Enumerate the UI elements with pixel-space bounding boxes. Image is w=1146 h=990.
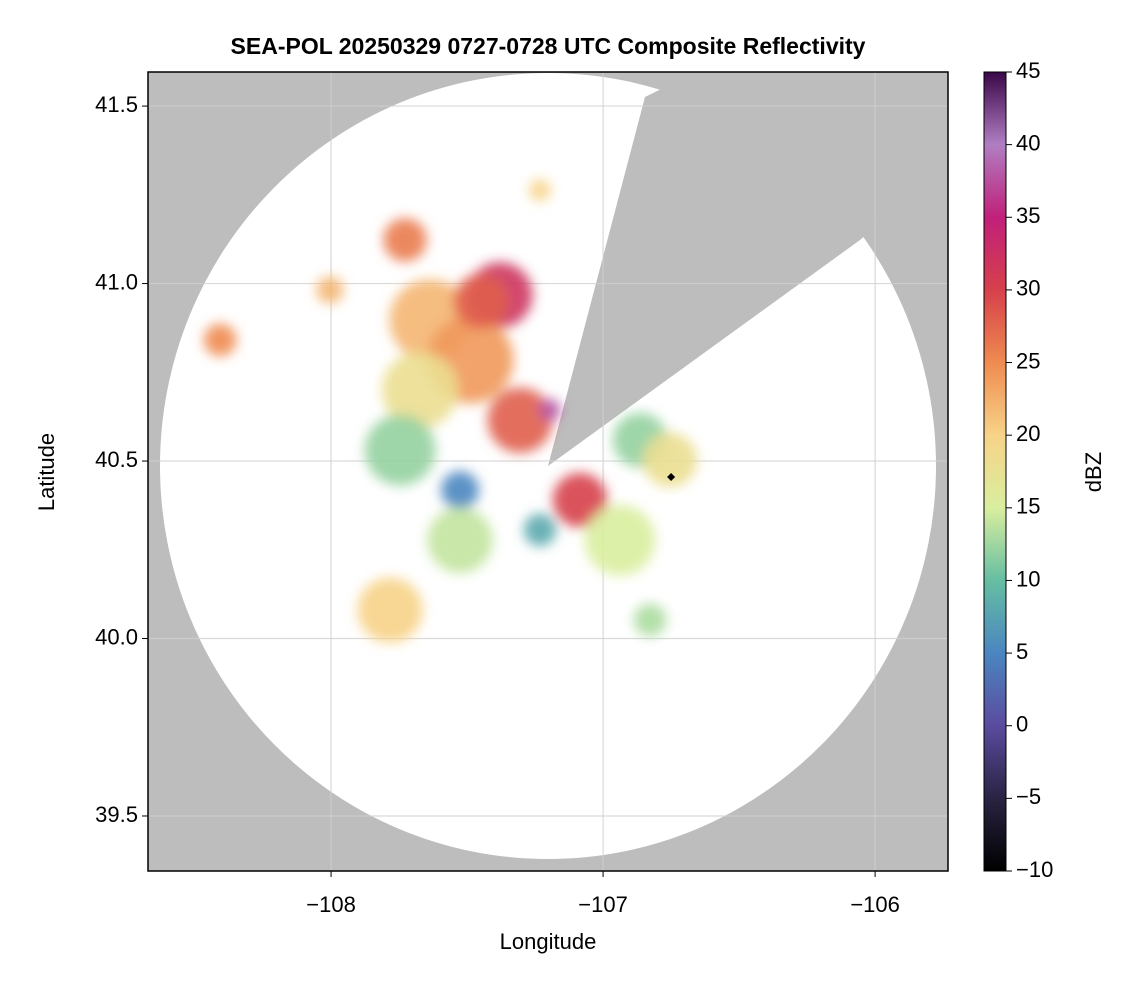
foreground: −108 −107 −106 39.5 40.0 40.5 41.0 41.5 −10 −5 0 5 1… bbox=[95, 58, 1053, 917]
reflectivity-cell bbox=[364, 414, 436, 486]
x-tick-label: −106 bbox=[850, 892, 900, 917]
reflectivity-cell bbox=[539, 399, 561, 421]
y-tick-label: 41.0 bbox=[95, 269, 138, 294]
plot-frame bbox=[147, 71, 949, 872]
colorbar-tick-label: 25 bbox=[1016, 348, 1040, 373]
reflectivity-cell bbox=[357, 577, 423, 643]
x-tick-label: −107 bbox=[578, 892, 628, 917]
reflectivity-cell bbox=[427, 507, 493, 573]
colorbar-tick-label: 20 bbox=[1016, 421, 1040, 446]
x-axis-label: Longitude bbox=[500, 929, 597, 954]
colorbar-tick-label: 10 bbox=[1016, 566, 1040, 591]
colorbar-tick-label: 40 bbox=[1016, 130, 1040, 155]
colorbar-tick-label: 15 bbox=[1016, 494, 1040, 519]
coverage bbox=[160, 72, 948, 859]
y-tick-label: 40.0 bbox=[95, 624, 138, 649]
reflectivity bbox=[203, 179, 698, 643]
colorbar-tick-label: 30 bbox=[1016, 276, 1040, 301]
colorbar-tick-label: 45 bbox=[1016, 58, 1040, 83]
colorbar-tick-label: −10 bbox=[1016, 857, 1053, 882]
grid bbox=[148, 72, 948, 871]
reflectivity-cell bbox=[523, 513, 557, 547]
reflectivity-cell bbox=[552, 472, 608, 528]
y-tick-label: 41.5 bbox=[95, 92, 138, 117]
reflectivity-cell bbox=[453, 274, 508, 329]
y-tick-label: 39.5 bbox=[95, 802, 138, 827]
colorbar-label: dBZ bbox=[1081, 452, 1106, 492]
reflectivity-cell bbox=[642, 432, 698, 488]
colorbar-tick-label: 0 bbox=[1016, 712, 1028, 737]
colorbar bbox=[983, 71, 1007, 872]
reflectivity-cell bbox=[584, 504, 656, 576]
y-tick-label: 40.5 bbox=[95, 447, 138, 472]
site-marker bbox=[667, 473, 676, 482]
y-axis-label: Latitude bbox=[34, 433, 59, 511]
reflectivity-cell bbox=[203, 323, 237, 357]
colorbar-tick-label: 5 bbox=[1016, 639, 1028, 664]
reflectivity-cell bbox=[381, 351, 459, 429]
reflectivity-cell bbox=[316, 276, 344, 304]
reflectivity-cell bbox=[633, 603, 667, 637]
chart-title: SEA-POL 20250329 0727-0728 UTC Composite… bbox=[231, 33, 866, 59]
reflectivity-cell bbox=[383, 218, 427, 262]
reflectivity-cell bbox=[529, 179, 551, 202]
colorbar-tick-label: −5 bbox=[1016, 784, 1041, 809]
reflectivity-cell bbox=[487, 387, 553, 453]
reflectivity-cell bbox=[440, 471, 480, 510]
colorbar-tick-label: 35 bbox=[1016, 203, 1040, 228]
x-tick-label: −108 bbox=[306, 892, 356, 917]
blocked-sector bbox=[548, 72, 948, 466]
